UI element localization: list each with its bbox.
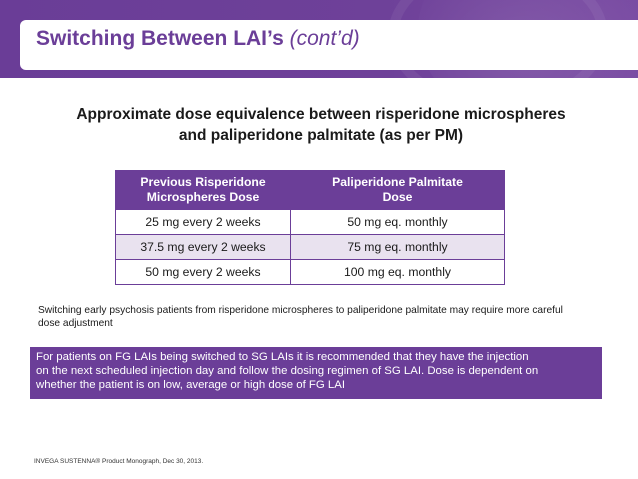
switching-note-line-1: Switching early psychosis patients from …	[38, 305, 563, 316]
slide-title-suffix: (cont’d)	[289, 27, 360, 50]
table-cell: 37.5 mg every 2 weeks	[115, 234, 291, 260]
table-cell: 75 mg eq. monthly	[290, 234, 505, 260]
slide-title-main: Switching Between LAI’s	[36, 27, 284, 50]
table-caption-line-1: Approximate dose equivalence between ris…	[76, 106, 566, 123]
reference-footnote: INVEGA SUSTENNA® Product Monograph, Dec …	[34, 458, 204, 465]
table-cell: 25 mg every 2 weeks	[115, 209, 291, 235]
column-header-previous-dose: Previous Risperidone Microspheres Dose	[115, 170, 291, 210]
table-cell: 50 mg every 2 weeks	[115, 259, 291, 285]
title-bar	[20, 20, 638, 70]
table-row: 25 mg every 2 weeks 50 mg eq. monthly	[115, 209, 505, 235]
column-header-line: Dose	[382, 190, 413, 204]
dose-equivalence-table: Previous Risperidone Microspheres Dose P…	[115, 170, 505, 285]
recommendation-callout: For patients on FG LAIs being switched t…	[30, 347, 602, 399]
table-caption: Approximate dose equivalence between ris…	[22, 104, 620, 146]
column-header-line: Paliperidone Palmitate	[332, 175, 463, 189]
column-header-paliperidone-dose: Paliperidone Palmitate Dose	[290, 170, 505, 210]
table-header-row: Previous Risperidone Microspheres Dose P…	[115, 170, 505, 210]
table-cell: 50 mg eq. monthly	[290, 209, 505, 235]
table-caption-line-2: and paliperidone palmitate (as per PM)	[178, 127, 464, 144]
column-header-line: Microspheres Dose	[146, 190, 260, 204]
callout-line-1: For patients on FG LAIs being switched t…	[36, 351, 529, 363]
callout-line-2: on the next scheduled injection day and …	[36, 365, 539, 377]
column-header-line: Previous Risperidone	[140, 175, 266, 189]
table-row: 50 mg every 2 weeks 100 mg eq. monthly	[115, 259, 505, 285]
switching-note: Switching early psychosis patients from …	[38, 304, 598, 330]
slide-title: Switching Between LAI’s (cont’d)	[36, 27, 360, 51]
table-row: 37.5 mg every 2 weeks 75 mg eq. monthly	[115, 234, 505, 260]
callout-line-3: whether the patient is on low, average o…	[36, 379, 345, 391]
switching-note-line-2: dose adjustment	[38, 318, 113, 329]
table-cell: 100 mg eq. monthly	[290, 259, 505, 285]
